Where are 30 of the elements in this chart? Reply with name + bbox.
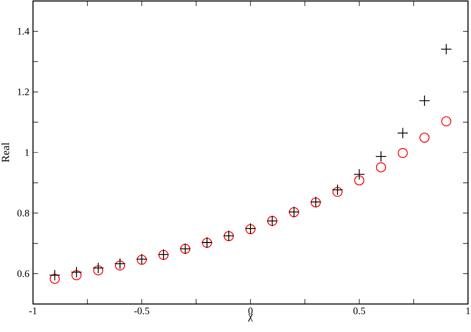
x-tick-label: 1 bbox=[466, 308, 470, 314]
point bbox=[49, 270, 60, 281]
point bbox=[376, 162, 386, 172]
point bbox=[71, 270, 82, 280]
x-tick-label: 0.5 bbox=[353, 308, 366, 314]
x-tick-label: -0.5 bbox=[134, 308, 150, 314]
point bbox=[418, 95, 430, 106]
point bbox=[332, 184, 344, 196]
y-axis-title: Real bbox=[1, 142, 10, 162]
x-axis-title: χ bbox=[248, 314, 253, 322]
y-tick-label: 1.4 bbox=[18, 28, 30, 35]
point bbox=[92, 262, 104, 274]
point bbox=[441, 116, 452, 126]
point bbox=[419, 132, 430, 143]
x-tick-label: -1 bbox=[29, 308, 37, 314]
y-tick-label: 0.6 bbox=[17, 270, 30, 278]
point bbox=[332, 186, 343, 197]
y-tick-label: 1 bbox=[25, 149, 29, 156]
x-tick-label: 0 bbox=[248, 308, 253, 314]
y-tick-label: 0.8 bbox=[17, 210, 30, 216]
point bbox=[397, 127, 408, 139]
point bbox=[440, 44, 452, 55]
point bbox=[354, 175, 364, 186]
y-tick-label: 1.2 bbox=[18, 88, 29, 96]
point bbox=[375, 150, 387, 162]
point bbox=[50, 274, 60, 284]
point bbox=[70, 266, 82, 278]
point bbox=[398, 148, 408, 158]
point bbox=[93, 265, 104, 276]
point bbox=[354, 168, 365, 180]
